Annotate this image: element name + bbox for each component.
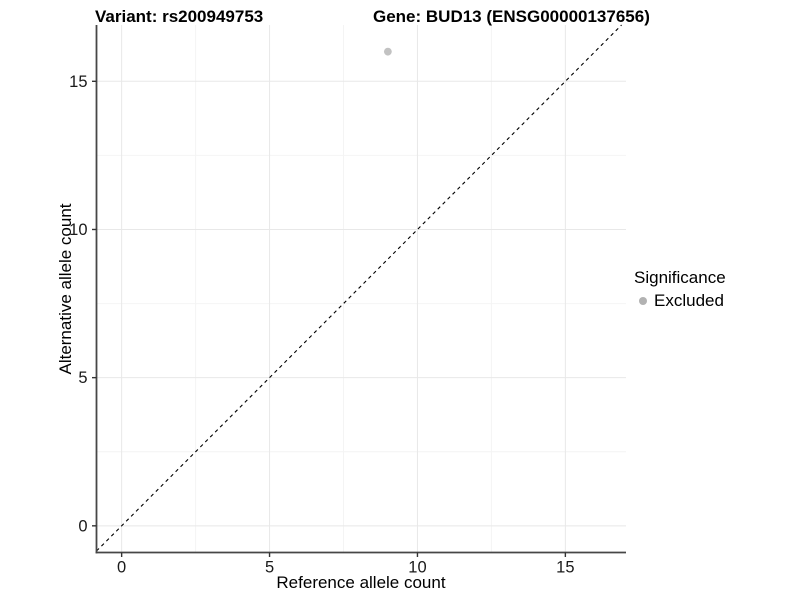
x-axis-tick-label: 0 (117, 559, 126, 577)
y-axis-tick-label: 0 (78, 517, 87, 535)
legend-entry: Excluded (634, 291, 726, 311)
y-axis-tick-label: 5 (78, 369, 87, 387)
legend-entries: Excluded (634, 291, 726, 311)
legend: Significance Excluded (634, 268, 726, 311)
plot-title-gene: Gene: BUD13 (ENSG00000137656) (373, 7, 650, 26)
x-axis-tick-label: 5 (265, 559, 274, 577)
legend-entry-label: Excluded (654, 291, 724, 310)
legend-point-icon (639, 297, 647, 305)
identity-dashed-line (96, 24, 622, 552)
x-axis-tick-label: 10 (408, 559, 426, 577)
plot-title-variant: Variant: rs200949753 (95, 7, 264, 26)
legend-title: Significance (634, 268, 726, 287)
y-axis-tick-label: 15 (69, 73, 87, 91)
y-axis-tick-label: 10 (69, 221, 87, 239)
legend-key (634, 292, 652, 310)
x-axis-tick-label: 15 (556, 559, 574, 577)
data-point (383, 47, 392, 56)
x-axis-label: Reference allele count (276, 573, 446, 592)
y-axis-label: Alternative allele count (56, 203, 75, 375)
